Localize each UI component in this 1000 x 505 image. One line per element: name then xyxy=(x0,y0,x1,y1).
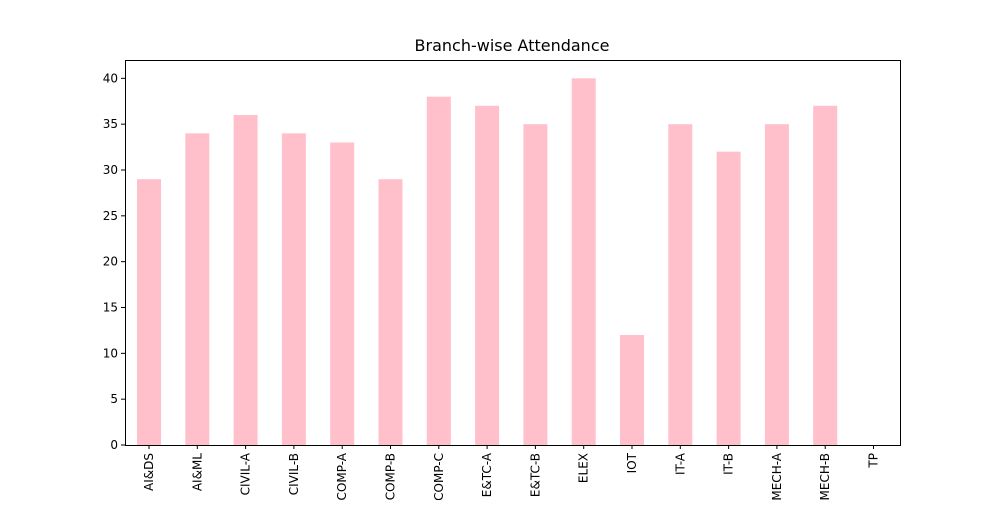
y-tick-label: 30 xyxy=(103,163,118,177)
y-tick-label: 35 xyxy=(103,117,118,131)
bar-7 xyxy=(475,105,500,446)
y-tick-label: 0 xyxy=(110,438,118,452)
x-tick-label: COMP-A xyxy=(335,452,349,500)
y-tick-label: 40 xyxy=(103,71,118,85)
bar-12 xyxy=(716,151,741,445)
y-tick-label: 10 xyxy=(103,346,118,360)
bar-9 xyxy=(571,78,596,446)
bar-13 xyxy=(764,124,789,445)
x-tick-label: AI&DS xyxy=(142,453,156,491)
bar-10 xyxy=(620,335,644,445)
x-tick-label: ELEX xyxy=(577,453,591,483)
y-tick-label: 5 xyxy=(110,392,118,406)
x-axis: AI&DS AI&ML CIVIL-A CIVIL-B COMP-A COMP-B COMP… xyxy=(142,445,881,500)
y-tick-label: 20 xyxy=(103,255,118,269)
bar-1 xyxy=(185,133,210,446)
x-tick-label: MECH-B xyxy=(818,453,832,500)
x-tick-label: IT-B xyxy=(722,453,736,475)
bar-3 xyxy=(281,133,306,446)
x-tick-label: AI&ML xyxy=(190,453,204,491)
plot-frame xyxy=(125,60,901,446)
bar-0 xyxy=(137,179,161,445)
x-tick-label: TP xyxy=(867,453,881,469)
x-tick-label: MECH-A xyxy=(770,452,784,500)
x-tick-label: CIVIL-B xyxy=(287,453,301,495)
bar-8 xyxy=(523,124,548,445)
bar-4 xyxy=(330,142,355,445)
chart-title: Branch-wise Attendance xyxy=(415,36,610,55)
y-tick-label: 15 xyxy=(103,301,118,315)
x-tick-label: IOT xyxy=(625,452,639,473)
bar-2 xyxy=(233,115,258,445)
y-axis: 0 5 10 15 20 25 30 35 40 xyxy=(103,71,125,452)
x-tick-label: CIVIL-A xyxy=(239,452,253,495)
bar-6 xyxy=(426,96,451,445)
y-tick-label: 25 xyxy=(103,209,118,223)
x-tick-label: IT-A xyxy=(673,452,687,475)
bars-layer xyxy=(137,78,838,446)
bar-11 xyxy=(668,124,693,445)
x-tick-label: E&TC-A xyxy=(480,452,494,497)
x-tick-label: COMP-C xyxy=(432,453,446,500)
bar-5 xyxy=(378,179,403,445)
bar-14 xyxy=(813,105,838,446)
x-tick-label: E&TC-B xyxy=(528,453,542,497)
x-tick-label: COMP-B xyxy=(384,453,398,500)
